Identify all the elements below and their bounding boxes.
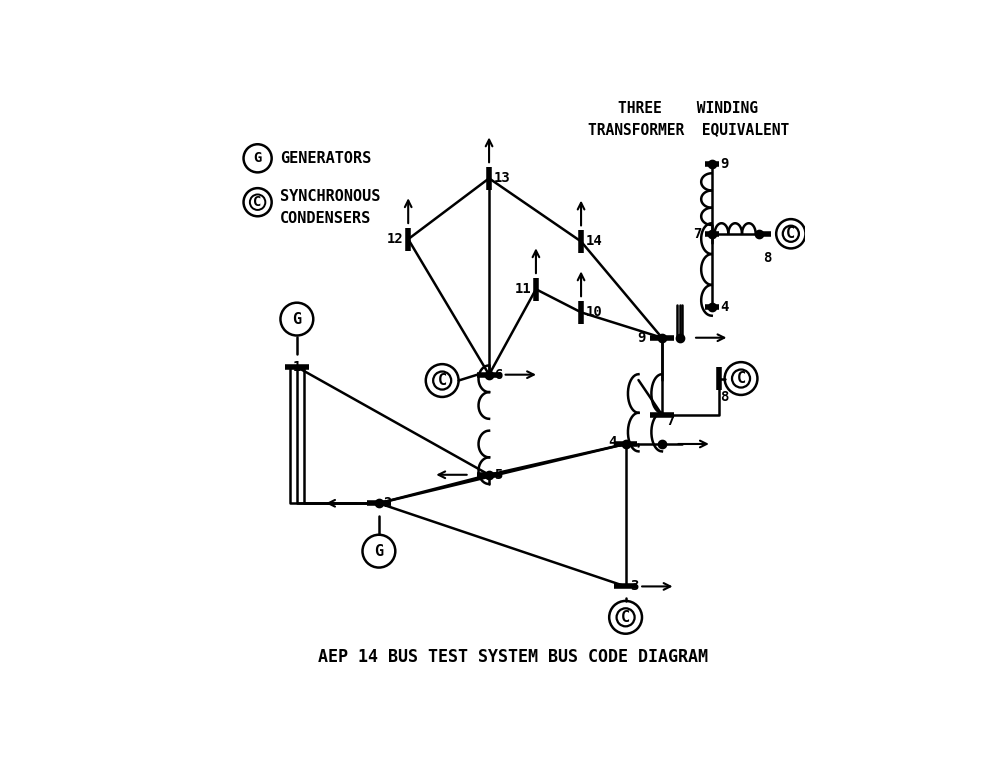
Text: 11: 11 (515, 282, 531, 296)
Text: 14: 14 (586, 234, 602, 249)
Text: 6: 6 (494, 368, 502, 382)
Text: 4: 4 (608, 435, 616, 449)
Text: 8: 8 (721, 390, 729, 404)
Text: 9: 9 (637, 331, 646, 345)
Text: 7: 7 (693, 227, 701, 240)
Text: TRANSFORMER  EQUIVALENT: TRANSFORMER EQUIVALENT (588, 123, 789, 137)
Text: 9: 9 (720, 158, 728, 171)
Text: 5: 5 (494, 468, 502, 482)
Text: CONDENSERS: CONDENSERS (280, 211, 371, 226)
Text: 13: 13 (494, 171, 510, 186)
Text: 2: 2 (384, 496, 392, 511)
Text: 8: 8 (763, 251, 772, 266)
Text: C: C (736, 371, 746, 386)
Text: 7: 7 (667, 414, 675, 428)
Text: THREE    WINDING: THREE WINDING (618, 100, 758, 116)
Text: GENERATORS: GENERATORS (280, 151, 371, 166)
Text: G: G (292, 311, 301, 326)
Text: G: G (374, 543, 383, 559)
Text: C: C (621, 610, 630, 625)
Text: 1: 1 (293, 360, 302, 374)
Text: AEP 14 BUS TEST SYSTEM BUS CODE DIAGRAM: AEP 14 BUS TEST SYSTEM BUS CODE DIAGRAM (318, 648, 708, 667)
Text: C: C (253, 196, 262, 209)
Text: 4: 4 (720, 300, 728, 314)
Text: C: C (786, 226, 795, 241)
Text: 10: 10 (586, 305, 602, 320)
Text: 3: 3 (630, 579, 639, 594)
Text: C: C (438, 373, 447, 388)
Text: 12: 12 (387, 232, 404, 246)
Text: SYNCHRONOUS: SYNCHRONOUS (280, 189, 380, 204)
Text: G: G (253, 151, 262, 165)
